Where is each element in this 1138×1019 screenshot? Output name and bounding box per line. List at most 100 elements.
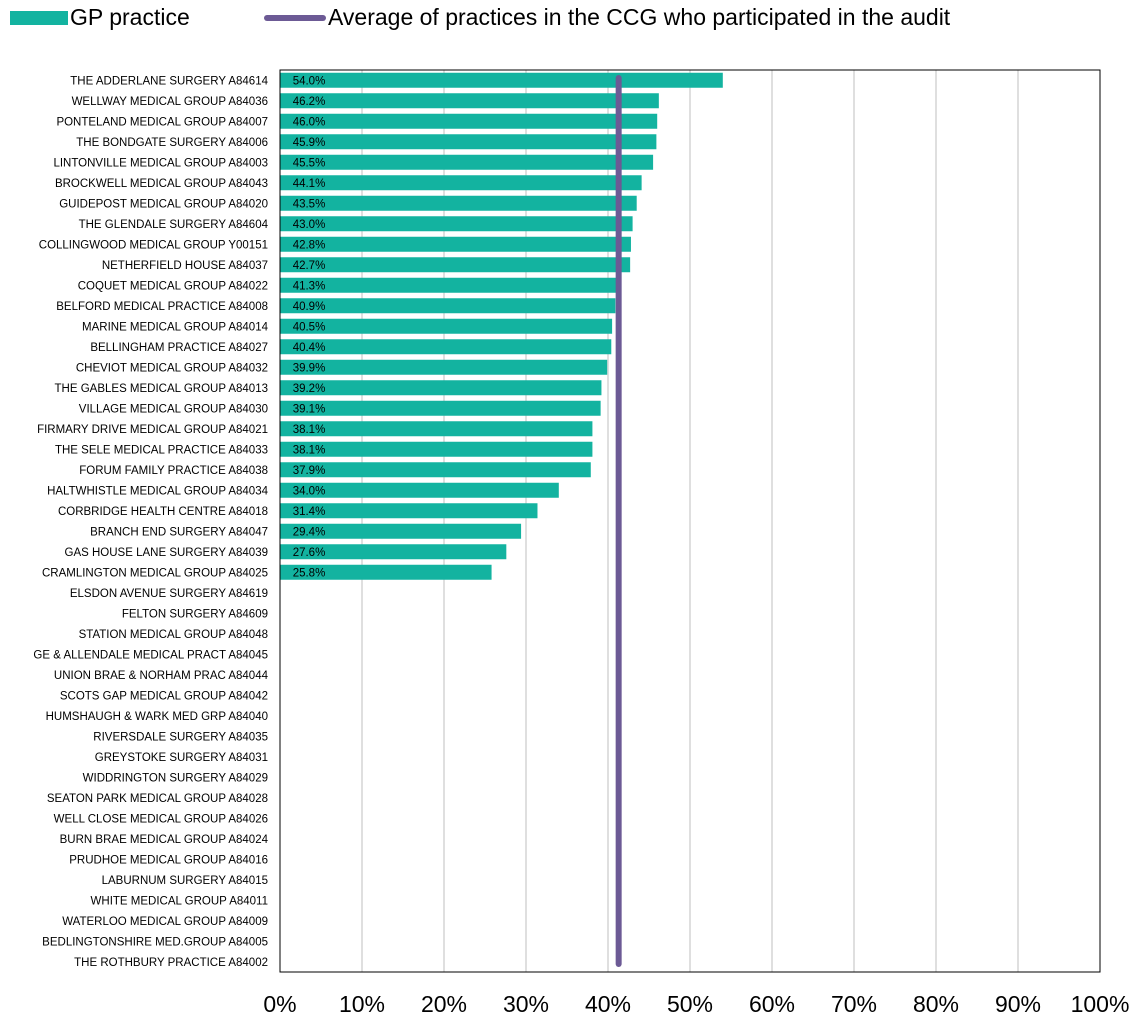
category-label: LABURNUM SURGERY A84015 xyxy=(102,875,268,887)
x-tick-label: 100% xyxy=(1071,991,1130,1017)
bar-value-label: 42.7% xyxy=(293,260,326,272)
category-label: FELTON SURGERY A84609 xyxy=(122,608,268,620)
category-label: HUMSHAUGH & WARK MED GRP A84040 xyxy=(46,711,268,723)
bar-value-label: 45.5% xyxy=(293,157,326,169)
x-tick-label: 20% xyxy=(421,991,467,1017)
bar xyxy=(280,278,619,293)
x-tick-label: 50% xyxy=(667,991,713,1017)
category-label: SEATON PARK MEDICAL GROUP A84028 xyxy=(47,793,268,805)
category-label: NETHERFIELD HOUSE A84037 xyxy=(102,260,268,272)
category-label: FIRMARY DRIVE MEDICAL GROUP A84021 xyxy=(37,424,268,436)
category-label: VILLAGE MEDICAL GROUP A84030 xyxy=(79,403,268,415)
bar-value-label: 43.5% xyxy=(293,198,326,210)
bar-value-label: 54.0% xyxy=(293,75,326,87)
bar-value-label: 38.1% xyxy=(293,424,326,436)
category-label: BELFORD MEDICAL PRACTICE A84008 xyxy=(56,301,268,313)
bar-value-label: 40.5% xyxy=(293,321,326,333)
category-label: FORUM FAMILY PRACTICE A84038 xyxy=(79,465,268,477)
category-label: GE & ALLENDALE MEDICAL PRACT A84045 xyxy=(33,649,268,661)
bar xyxy=(280,134,656,149)
bar-value-label: 46.0% xyxy=(293,116,326,128)
category-label: THE ADDERLANE SURGERY A84614 xyxy=(70,75,268,87)
bar-value-label: 25.8% xyxy=(293,567,326,579)
category-label: GAS HOUSE LANE SURGERY A84039 xyxy=(65,547,268,559)
category-label: ELSDON AVENUE SURGERY A84619 xyxy=(70,588,268,600)
category-label: BURN BRAE MEDICAL GROUP A84024 xyxy=(60,834,269,846)
x-tick-label: 60% xyxy=(749,991,795,1017)
category-label: BROCKWELL MEDICAL GROUP A84043 xyxy=(55,178,268,190)
bar-value-label: 40.4% xyxy=(293,342,326,354)
bar xyxy=(280,196,637,211)
category-label: WHITE MEDICAL GROUP A84011 xyxy=(91,895,268,907)
bar xyxy=(280,155,653,170)
bar xyxy=(280,442,592,457)
bar-value-label: 38.1% xyxy=(293,444,326,456)
category-label: UNION BRAE & NORHAM PRAC A84044 xyxy=(54,670,269,682)
x-axis-tick-labels: 0% 10% 20% 30% 40% 50% 60% 70% 80% 90% 100% xyxy=(263,991,1129,1017)
category-label: GREYSTOKE SURGERY A84031 xyxy=(95,752,268,764)
category-label: RIVERSDALE SURGERY A84035 xyxy=(93,731,268,743)
bar-value-label: 39.9% xyxy=(293,362,326,374)
x-tick-label: 10% xyxy=(339,991,385,1017)
bar xyxy=(280,339,611,354)
category-label: MARINE MEDICAL GROUP A84014 xyxy=(82,321,269,333)
category-label: STATION MEDICAL GROUP A84048 xyxy=(79,629,268,641)
category-label: CHEVIOT MEDICAL GROUP A84032 xyxy=(76,362,268,374)
category-label: GUIDEPOST MEDICAL GROUP A84020 xyxy=(59,198,268,210)
category-label: COQUET MEDICAL GROUP A84022 xyxy=(78,280,268,292)
bar xyxy=(280,114,657,129)
category-label: BELLINGHAM PRACTICE A84027 xyxy=(90,342,268,354)
bar xyxy=(280,401,601,416)
bar-value-label: 29.4% xyxy=(293,526,326,538)
bar-value-label: 39.1% xyxy=(293,403,326,415)
bar-value-label: 44.1% xyxy=(293,178,326,190)
bar-value-label: 34.0% xyxy=(293,485,326,497)
bar-value-label: 39.2% xyxy=(293,383,326,395)
bar xyxy=(280,93,659,108)
category-label: THE BONDGATE SURGERY A84006 xyxy=(76,137,268,149)
bar-value-label: 43.0% xyxy=(293,219,326,231)
bar xyxy=(280,380,601,395)
bars xyxy=(280,73,723,580)
category-label: BEDLINGTONSHIRE MED.GROUP A84005 xyxy=(42,936,268,948)
bar-value-label: 46.2% xyxy=(293,96,326,108)
bar xyxy=(280,421,592,436)
category-label: PONTELAND MEDICAL GROUP A84007 xyxy=(56,116,268,128)
category-label: WATERLOO MEDICAL GROUP A84009 xyxy=(62,916,268,928)
bar-value-label: 37.9% xyxy=(293,465,326,477)
category-labels: THE ADDERLANE SURGERY A84614 WELLWAY MEDI… xyxy=(33,75,268,969)
bar xyxy=(280,298,615,313)
bar xyxy=(280,73,723,88)
bar xyxy=(280,216,633,231)
category-label: HALTWHISTLE MEDICAL GROUP A84034 xyxy=(47,485,269,497)
category-label: THE ROTHBURY PRACTICE A84002 xyxy=(74,957,268,969)
x-tick-label: 80% xyxy=(913,991,959,1017)
category-label: CORBRIDGE HEALTH CENTRE A84018 xyxy=(58,506,268,518)
bar xyxy=(280,237,631,252)
category-label: WELLWAY MEDICAL GROUP A84036 xyxy=(72,96,268,108)
category-label: THE GABLES MEDICAL GROUP A84013 xyxy=(55,383,268,395)
bar xyxy=(280,462,591,477)
category-label: WIDDRINGTON SURGERY A84029 xyxy=(83,772,268,784)
category-label: CRAMLINGTON MEDICAL GROUP A84025 xyxy=(42,567,268,579)
category-label: SCOTS GAP MEDICAL GROUP A84042 xyxy=(60,690,268,702)
category-label: THE GLENDALE SURGERY A84604 xyxy=(79,219,269,231)
bar xyxy=(280,257,630,272)
category-label: PRUDHOE MEDICAL GROUP A84016 xyxy=(69,854,268,866)
bar-value-label: 41.3% xyxy=(293,280,326,292)
x-tick-label: 70% xyxy=(831,991,877,1017)
bar-value-label: 42.8% xyxy=(293,239,326,251)
category-label: LINTONVILLE MEDICAL GROUP A84003 xyxy=(53,157,268,169)
bar xyxy=(280,175,642,190)
bar-value-label: 27.6% xyxy=(293,547,326,559)
category-label: WELL CLOSE MEDICAL GROUP A84026 xyxy=(54,813,268,825)
x-tick-label: 30% xyxy=(503,991,549,1017)
category-label: BRANCH END SURGERY A84047 xyxy=(90,526,268,538)
bar-value-label: 31.4% xyxy=(293,506,326,518)
bar-value-label: 45.9% xyxy=(293,137,326,149)
x-tick-label: 40% xyxy=(585,991,631,1017)
bar xyxy=(280,360,607,375)
bar-value-label: 40.9% xyxy=(293,301,326,313)
x-tick-label: 0% xyxy=(263,991,296,1017)
